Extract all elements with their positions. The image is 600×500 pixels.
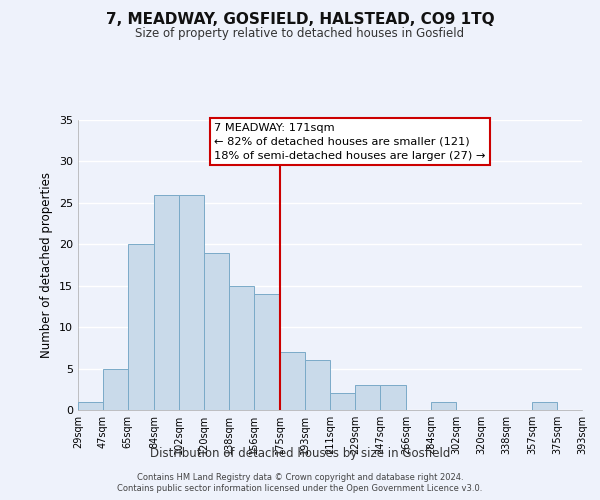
Text: Distribution of detached houses by size in Gosfield: Distribution of detached houses by size …: [150, 448, 450, 460]
Bar: [532, 402, 557, 410]
Text: Size of property relative to detached houses in Gosfield: Size of property relative to detached ho…: [136, 28, 464, 40]
Bar: [280, 352, 305, 410]
Bar: [330, 394, 355, 410]
Bar: [355, 385, 380, 410]
Bar: [305, 360, 330, 410]
Bar: [78, 402, 103, 410]
Bar: [179, 194, 204, 410]
Bar: [154, 194, 179, 410]
Text: Contains HM Land Registry data © Crown copyright and database right 2024.: Contains HM Land Registry data © Crown c…: [137, 472, 463, 482]
Bar: [128, 244, 154, 410]
Text: 7 MEADWAY: 171sqm
← 82% of detached houses are smaller (121)
18% of semi-detache: 7 MEADWAY: 171sqm ← 82% of detached hous…: [214, 123, 485, 161]
Text: 7, MEADWAY, GOSFIELD, HALSTEAD, CO9 1TQ: 7, MEADWAY, GOSFIELD, HALSTEAD, CO9 1TQ: [106, 12, 494, 28]
Bar: [254, 294, 280, 410]
Bar: [204, 252, 229, 410]
Bar: [431, 402, 456, 410]
Bar: [103, 368, 128, 410]
Y-axis label: Number of detached properties: Number of detached properties: [40, 172, 53, 358]
Bar: [229, 286, 254, 410]
Bar: [380, 385, 406, 410]
Text: Contains public sector information licensed under the Open Government Licence v3: Contains public sector information licen…: [118, 484, 482, 493]
